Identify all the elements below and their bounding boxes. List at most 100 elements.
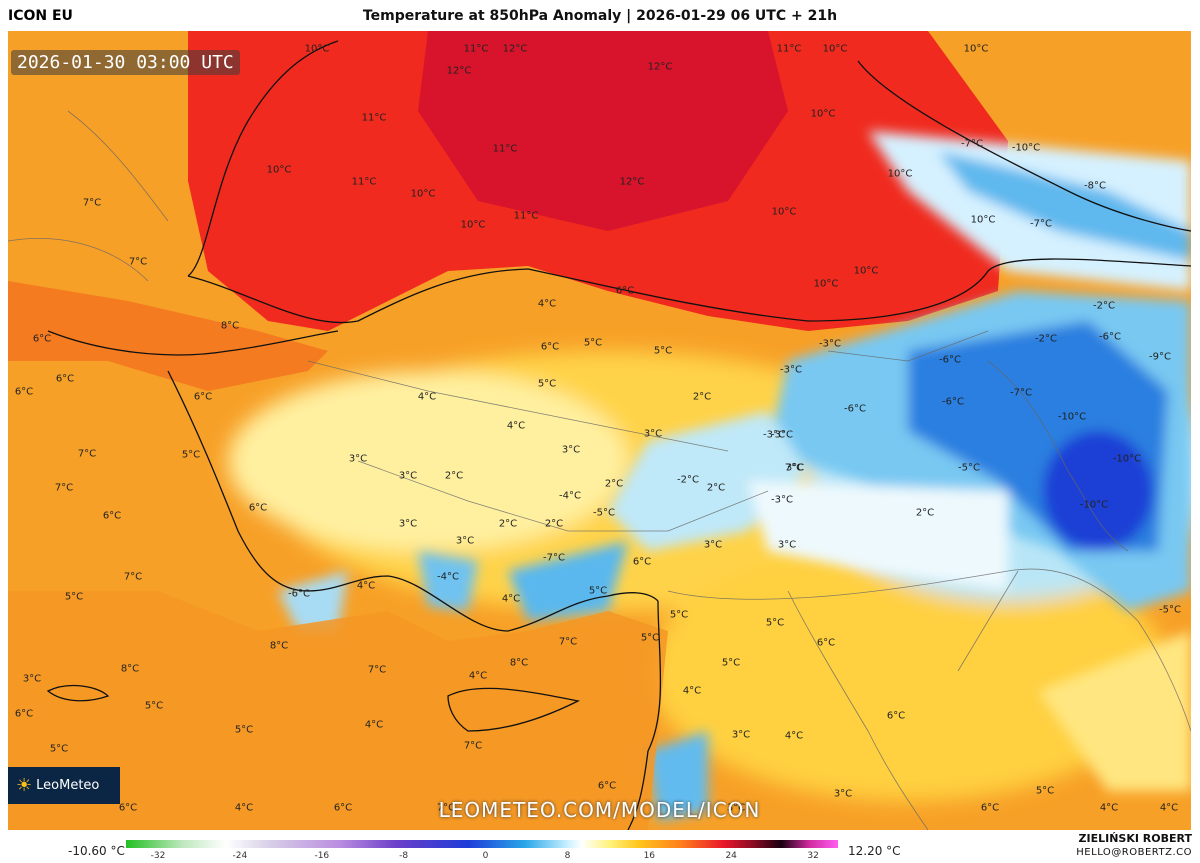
temp-label: 10°C	[970, 214, 996, 226]
author-credit: ZIELIŃSKI ROBERT HELLO@ROBERTZ.CO	[1076, 832, 1192, 860]
author-name: ZIELIŃSKI ROBERT	[1078, 832, 1192, 845]
temp-label: 6°C	[597, 780, 617, 792]
temp-label: 12°C	[647, 61, 673, 73]
temp-label: 6°C	[248, 502, 268, 514]
scale-tick: -8	[399, 851, 409, 861]
valid-time-stamp: 2026-01-30 03:00 UTC	[11, 50, 240, 75]
temp-label: 4°C	[784, 730, 804, 742]
temp-label: 10°C	[853, 265, 879, 277]
temp-label: 12°C	[619, 176, 645, 188]
temp-label: -4°C	[437, 571, 459, 583]
temp-label: 6°C	[102, 510, 122, 522]
temp-label: 3°C	[398, 518, 418, 530]
temp-label: 2°C	[544, 518, 564, 530]
temp-label: 12°C	[446, 65, 472, 77]
temp-label: 10°C	[266, 164, 292, 176]
temp-label: -3°C	[771, 429, 793, 441]
color-scale-bar	[126, 840, 838, 848]
temp-label: 3°C	[455, 535, 475, 547]
temp-label: 11°C	[513, 210, 539, 222]
temp-label: 5°C	[234, 724, 254, 736]
temp-label: 4°C	[356, 580, 376, 592]
temperature-field	[8, 31, 1191, 830]
temp-label: -5°C	[958, 462, 980, 474]
temp-label: 6°C	[980, 802, 1000, 814]
temp-label: -7°C	[543, 552, 565, 564]
temp-label: 4°C	[1159, 802, 1179, 814]
legend-footer: -10.60 °C -32 -24 -16 -8 0 8 16 24 32 12…	[0, 830, 1200, 863]
temp-label: 6°C	[55, 373, 75, 385]
temp-label: 10°C	[410, 188, 436, 200]
temp-label: 12°C	[502, 43, 528, 55]
temp-label: 3°C	[726, 802, 746, 814]
leometeo-logo[interactable]: ☀ LeoMeteo	[8, 767, 120, 804]
temp-label: 5°C	[640, 632, 660, 644]
model-name: ICON EU	[8, 8, 73, 24]
temp-label: 4°C	[501, 593, 521, 605]
temp-label: 10°C	[963, 43, 989, 55]
temp-label: 6°C	[32, 333, 52, 345]
temp-label: 6°C	[886, 710, 906, 722]
temp-label: -6°C	[942, 396, 964, 408]
temp-label: 3°C	[643, 428, 663, 440]
temp-label: 11°C	[492, 143, 518, 155]
legend-min-value: -10.60 °C	[68, 844, 125, 858]
temp-label: 4°C	[506, 420, 526, 432]
scale-tick: -16	[314, 851, 330, 861]
temp-label: 6°C	[540, 341, 560, 353]
temp-label: 10°C	[771, 206, 797, 218]
temp-label: 5°C	[765, 617, 785, 629]
temp-label: 6°C	[333, 802, 353, 814]
temp-label: -6°C	[288, 588, 310, 600]
temp-label: 10°C	[887, 168, 913, 180]
temp-label: 6°C	[193, 391, 213, 403]
temp-label: 2°C	[498, 518, 518, 530]
temp-label: 2°C	[692, 391, 712, 403]
temp-label: -5°C	[1159, 604, 1181, 616]
temp-label: 8°C	[269, 640, 289, 652]
scale-tick: 24	[725, 851, 737, 861]
temp-label: 10°C	[460, 219, 486, 231]
temp-label: 6°C	[632, 556, 652, 568]
temp-label: 10°C	[810, 108, 836, 120]
temp-label: 8°C	[509, 657, 529, 669]
temp-label: 11°C	[463, 43, 489, 55]
temp-label: 4°C	[682, 685, 702, 697]
temp-label: 3°C	[785, 462, 805, 474]
scale-tick: -32	[150, 851, 166, 861]
temp-label: 5°C	[721, 657, 741, 669]
temp-label: 6°C	[118, 802, 138, 814]
temp-label: 10°C	[813, 278, 839, 290]
temp-label: 3°C	[833, 788, 853, 800]
temp-label: 7°C	[82, 197, 102, 209]
temp-label: 11°C	[776, 43, 802, 55]
temp-label: 7°C	[54, 482, 74, 494]
scale-tick: 8	[564, 851, 571, 861]
temp-label: 8°C	[220, 320, 240, 332]
temp-label: 7°C	[463, 740, 483, 752]
temp-label: -2°C	[1093, 300, 1115, 312]
temp-label: -5°C	[593, 507, 615, 519]
temp-label: 5°C	[669, 609, 689, 621]
temp-label: 6°C	[14, 386, 34, 398]
temp-label: -10°C	[1112, 453, 1142, 465]
temp-label: -2°C	[677, 474, 699, 486]
temp-label: 7°C	[367, 664, 387, 676]
temp-label: -7°C	[961, 138, 983, 150]
temp-label: 3°C	[777, 539, 797, 551]
temp-label: 5°C	[1035, 785, 1055, 797]
temp-label: 5°C	[653, 345, 673, 357]
scale-tick: -24	[232, 851, 248, 861]
temp-label: 5°C	[588, 585, 608, 597]
temp-label: -2°C	[1035, 333, 1057, 345]
temp-label: 4°C	[417, 391, 437, 403]
temp-label: -6°C	[939, 354, 961, 366]
temp-label: -6°C	[1099, 331, 1121, 343]
temp-label: 5°C	[49, 743, 69, 755]
temp-label: -10°C	[1011, 142, 1041, 154]
anomaly-map[interactable]: 2026-01-30 03:00 UTC 10°C 11°C 12°C 12°C…	[8, 31, 1191, 830]
temp-label: 7°C	[77, 448, 97, 460]
temp-label: -3°C	[819, 338, 841, 350]
temp-label: 10°C	[822, 43, 848, 55]
color-scale-ticks: -32 -24 -16 -8 0 8 16 24 32	[126, 851, 838, 863]
